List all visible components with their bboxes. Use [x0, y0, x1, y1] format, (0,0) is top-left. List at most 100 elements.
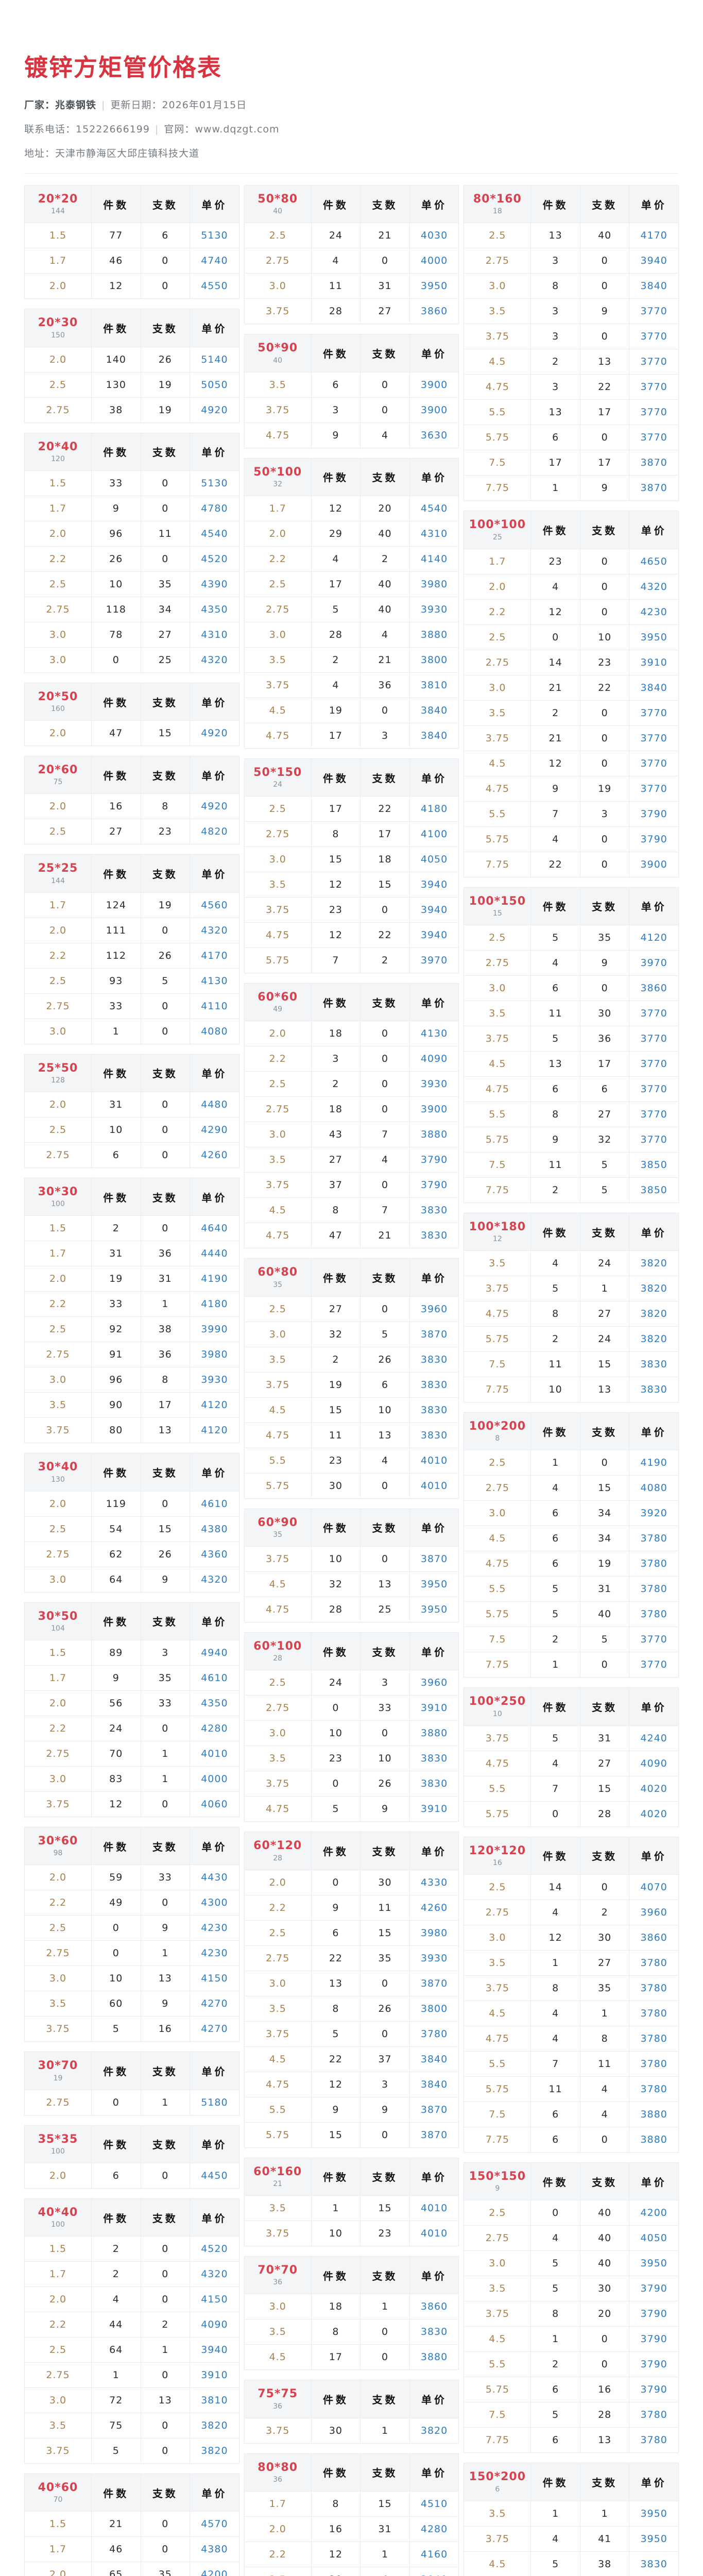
bundles-cell: 15: [140, 720, 191, 747]
bundles-cell: 0: [579, 1450, 630, 1476]
pieces-header: 件数: [311, 1832, 361, 1870]
price-cell: 3790: [409, 1172, 459, 1198]
thickness-cell: 4.75: [464, 775, 531, 802]
pieces-cell: 6: [530, 975, 580, 1001]
price-cell: 3860: [409, 298, 459, 325]
pieces-cell: 26: [91, 546, 141, 572]
price-table-80x80: 80*80 36 件数 支数 单价 1.7 8 15 4510 2.0 16 31 4280 2.2 12 1…: [244, 2453, 459, 2576]
price-table-40x60: 40*60 70 件数 支数 单价 1.5 21 0 4570 1.7 46 0 4380 2.0 65 35…: [24, 2473, 239, 2576]
bundles-cell: 0: [360, 371, 410, 398]
table-header-row: 75*75 36 件数 支数 单价: [244, 2380, 459, 2418]
table-row: 2.75 0 1 4230: [24, 1940, 239, 1967]
thickness-cell: 3.0: [24, 1766, 92, 1792]
size-sub-count: 150: [51, 331, 65, 340]
thickness-cell: 2.0: [24, 273, 92, 299]
thickness-cell: 7.5: [464, 1351, 531, 1378]
pieces-cell: 17: [311, 571, 361, 597]
thickness-cell: 5.75: [464, 826, 531, 852]
bundles-cell: 37: [360, 2046, 410, 2072]
table-row: 4.75 5 9 3910: [244, 1796, 459, 1822]
bundles-cell: 0: [360, 1021, 410, 1047]
pieces-cell: 5: [530, 1576, 580, 1602]
pieces-cell: 1: [311, 2195, 361, 2221]
pieces-cell: 31: [91, 1092, 141, 1118]
bundles-cell: 0: [140, 495, 191, 521]
thickness-cell: 2.75: [24, 993, 92, 1019]
thickness-cell: 3.75: [244, 1771, 312, 1797]
pieces-header: 件数: [311, 1632, 361, 1671]
size-label: 20*20: [38, 193, 78, 206]
price-cell: 3900: [629, 851, 679, 877]
thickness-cell: 2.0: [24, 1266, 92, 1292]
bundles-cell: 34: [579, 1500, 630, 1527]
pieces-cell: 10: [91, 1117, 141, 1143]
pieces-cell: 11: [311, 1422, 361, 1448]
pieces-cell: 2: [311, 1346, 361, 1372]
pieces-cell: 5: [530, 1025, 580, 1052]
price-table-50x100: 50*100 32 件数 支数 单价 1.7 12 20 4540 2.0 29 40 4310 2.2 4…: [244, 457, 459, 749]
thickness-cell: 2.2: [244, 2541, 312, 2567]
price-cell: 4270: [190, 1991, 239, 2017]
price-cell: 3920: [629, 1500, 679, 1527]
price-cell: 3950: [409, 1597, 459, 1623]
pieces-cell: 5: [530, 2276, 580, 2302]
bundles-cell: 4: [360, 422, 410, 448]
table-row: 2.75 8 17 4100: [244, 821, 459, 848]
thickness-cell: 2.0: [24, 720, 92, 747]
size-label: 70*70: [258, 2263, 298, 2277]
table-row: 5.75 11 4 3780: [464, 2076, 679, 2103]
bundles-cell: 41: [579, 2526, 630, 2552]
price-header: 单价: [629, 2463, 679, 2501]
thickness-cell: 3.5: [244, 371, 312, 398]
thickness-cell: 3.5: [464, 1000, 531, 1026]
price-cell: 3770: [629, 298, 679, 325]
pieces-cell: 9: [91, 495, 141, 521]
size-sub-count: 98: [53, 1849, 63, 1858]
pieces-cell: 9: [311, 1894, 361, 1921]
pieces-cell: 12: [311, 2541, 361, 2567]
price-cell: 4610: [190, 1665, 239, 1691]
bundles-cell: 26: [140, 346, 191, 372]
thickness-cell: 3.5: [24, 1991, 92, 2017]
size-header-cell: 100*150 15: [464, 887, 531, 925]
price-cell: 5130: [190, 223, 239, 249]
size-header-cell: 20*40 120: [24, 432, 92, 471]
size-header-cell: 120*120 16: [464, 1836, 531, 1875]
bundles-header: 支数: [140, 432, 191, 471]
price-table-70x70: 70*70 36 件数 支数 单价 3.0 18 1 3860 3.5 8 0 3830 4.5 17 0 38…: [244, 2256, 459, 2370]
bundles-cell: 26: [360, 1771, 410, 1797]
table-row: 3.0 13 0 3870: [244, 1970, 459, 1996]
price-cell: 3940: [409, 922, 459, 948]
price-cell: 4290: [190, 1117, 239, 1143]
bundles-cell: 40: [360, 571, 410, 597]
table-row: 5.5 8 27 3770: [464, 1101, 679, 1127]
thickness-cell: 1.7: [244, 495, 312, 521]
bundles-cell: 0: [579, 548, 630, 574]
price-cell: 4090: [409, 1046, 459, 1072]
pieces-cell: 130: [91, 371, 141, 398]
pieces-cell: 12: [311, 872, 361, 898]
table-row: 2.5 10 0 4290: [24, 1117, 239, 1143]
pieces-cell: 6: [530, 1526, 580, 1552]
pieces-header: 件数: [311, 184, 361, 224]
table-row: 3.75 80 13 4120: [24, 1417, 239, 1444]
pieces-cell: 1: [530, 1950, 580, 1976]
thickness-cell: 3.75: [244, 2021, 312, 2047]
pieces-header: 件数: [91, 1602, 141, 1640]
bundles-header: 支数: [140, 1453, 191, 1492]
table-row: 2.75 0 1 5180: [24, 2089, 239, 2115]
table-row: 2.5 64 1 3940: [24, 2337, 239, 2363]
bundles-cell: 15: [579, 1475, 630, 1501]
price-cell: 4230: [190, 1915, 239, 1941]
bundles-cell: 30: [579, 2276, 630, 2302]
pieces-cell: 17: [311, 722, 361, 749]
price-cell: 3910: [409, 1796, 459, 1822]
bundles-header: 支数: [140, 1826, 191, 1866]
price-cell: 3830: [409, 1197, 459, 1224]
price-cell: 3960: [629, 1900, 679, 1926]
bundles-cell: 4: [360, 2566, 410, 2576]
bundles-cell: 0: [579, 1874, 630, 1901]
pieces-cell: 38: [91, 397, 141, 423]
table-row: 3.5 1 1 3950: [464, 2500, 679, 2527]
size-header-cell: 50*150 24: [244, 758, 312, 797]
